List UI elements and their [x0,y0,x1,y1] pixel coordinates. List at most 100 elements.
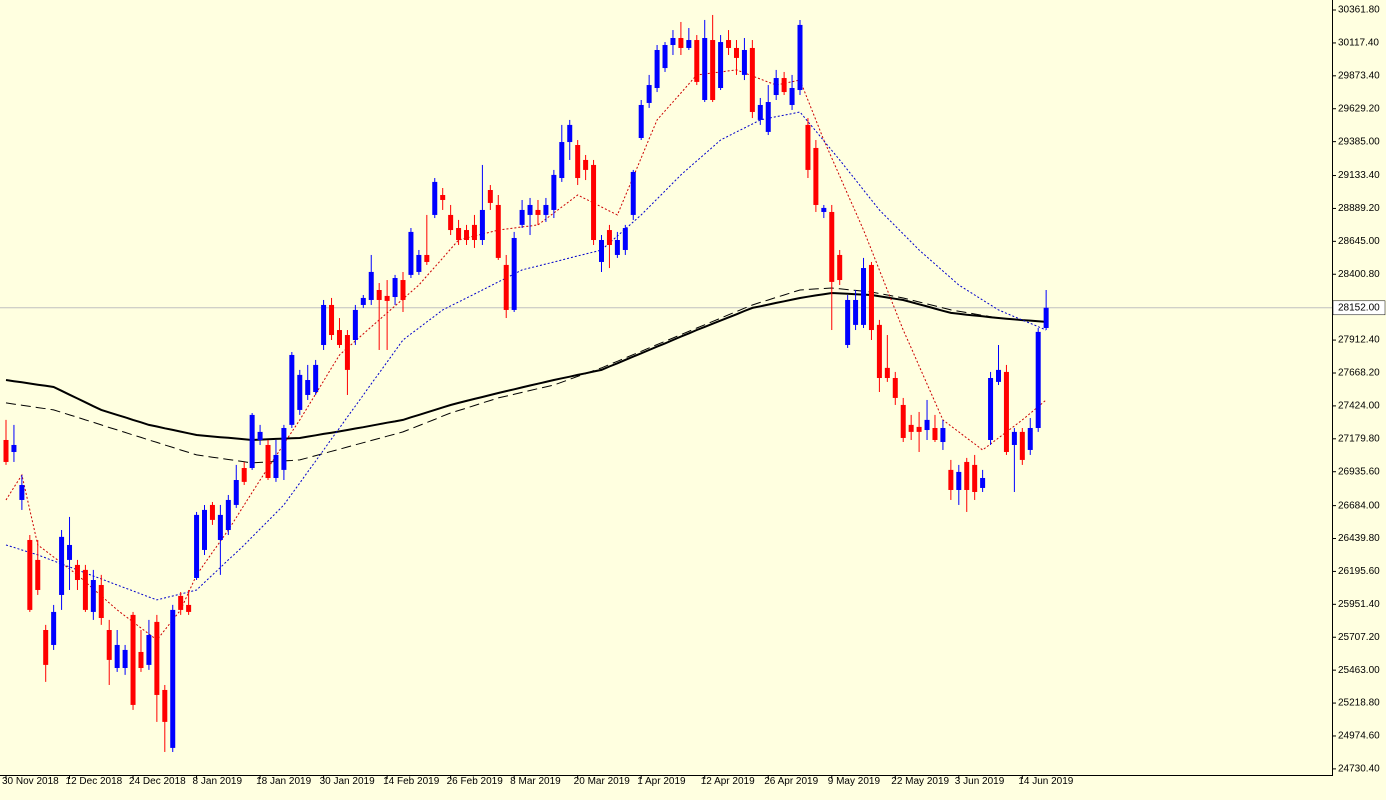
candle-body [336,330,342,345]
candle-body [797,24,803,91]
candle-body [829,211,835,282]
candle-body [932,427,938,440]
candle-body [535,209,541,215]
candle-body [940,427,946,443]
candle-body [1027,427,1033,450]
x-tick-label: 9 May 2019 [828,776,881,787]
y-tick-label: 28645.00 [1338,236,1380,247]
candle-body [344,335,350,370]
candle-body [773,78,779,96]
y-tick-label: 29385.00 [1338,136,1380,147]
candle-body [43,629,49,665]
candle-body [503,264,509,310]
candle-body [265,444,271,478]
y-tick-label: 25218.80 [1338,698,1380,709]
candle-body [726,40,732,48]
y-tick-label: 26439.80 [1338,533,1380,544]
candle-body [11,444,17,452]
candle-body [638,104,644,138]
candle-body [408,231,414,275]
candle-body [82,569,88,610]
candle-body [440,194,446,200]
candle-body [710,40,716,100]
candle-body [1003,371,1009,452]
last-price-label: 28152.00 [1338,302,1380,313]
candle-body [90,580,96,612]
candle-body [67,544,73,560]
y-tick-label: 26195.60 [1338,566,1380,577]
candle-body [202,509,207,550]
candle-body [868,264,874,331]
candle-body [130,614,136,705]
candle-body [678,38,684,48]
candle-body [845,299,851,345]
candle-body [614,240,620,255]
candle-body [321,304,327,345]
x-tick-label: 26 Apr 2019 [764,776,818,787]
candle-body [1035,331,1041,428]
candle-body [392,278,398,298]
candle-body [606,230,612,245]
candle-body [567,124,573,143]
x-tick-label: 12 Dec 2018 [66,776,123,787]
candle-body [718,42,724,88]
candle-body [178,595,184,610]
candle-body [916,426,922,432]
candle-body [789,87,795,105]
candle-body [59,536,65,595]
y-tick-label: 26935.60 [1338,466,1380,477]
candle-body [194,514,200,578]
candle-body [273,454,279,478]
y-tick-label: 24974.60 [1338,731,1380,742]
x-tick-label: 20 Mar 2019 [574,776,631,787]
y-tick-label: 25707.20 [1338,632,1380,643]
candle-body [884,367,890,378]
candle-body [471,224,477,241]
candle-body [154,621,160,695]
candle-body [765,102,771,132]
y-tick-label: 29133.40 [1338,170,1380,181]
candle-body [162,689,168,722]
candle-body [368,271,374,300]
y-tick-label: 29873.40 [1338,70,1380,81]
x-tick-label: 8 Jan 2019 [193,776,243,787]
candle-body [289,354,295,425]
x-tick-label: 14 Feb 2019 [383,776,440,787]
x-tick-label: 14 Jun 2019 [1018,776,1073,787]
y-tick-label: 27668.20 [1338,368,1380,379]
x-tick-label: 3 Jun 2019 [955,776,1005,787]
candle-body [479,209,485,241]
candle-body [186,604,192,612]
candle-body [464,230,470,241]
candle-body [972,464,978,493]
last-price-box [1332,300,1386,316]
candle-body [74,564,80,581]
candle-body [837,254,843,281]
candle-body [106,629,112,660]
candle-body [209,504,215,520]
candle-body [249,414,255,469]
candle-body [670,38,676,46]
candle-body [114,644,120,669]
candle-body [599,240,604,262]
y-tick-label: 28400.80 [1338,269,1380,280]
y-tick-label: 29629.20 [1338,103,1380,114]
candle-body [702,38,708,100]
candle-body [924,419,930,431]
x-tick-label: 1 Apr 2019 [637,776,686,787]
candle-body [821,207,827,212]
candle-body [313,364,319,393]
y-tick-label: 28889.20 [1338,203,1380,214]
candle-body [948,469,954,490]
candle-body [1011,431,1017,445]
candle-body [853,299,859,325]
candle-body [646,85,652,103]
y-tick-label: 25463.00 [1338,665,1380,676]
candle-body [956,471,962,490]
candle-body [495,204,501,258]
x-tick-label: 22 May 2019 [891,776,949,787]
candle-body [416,254,422,272]
